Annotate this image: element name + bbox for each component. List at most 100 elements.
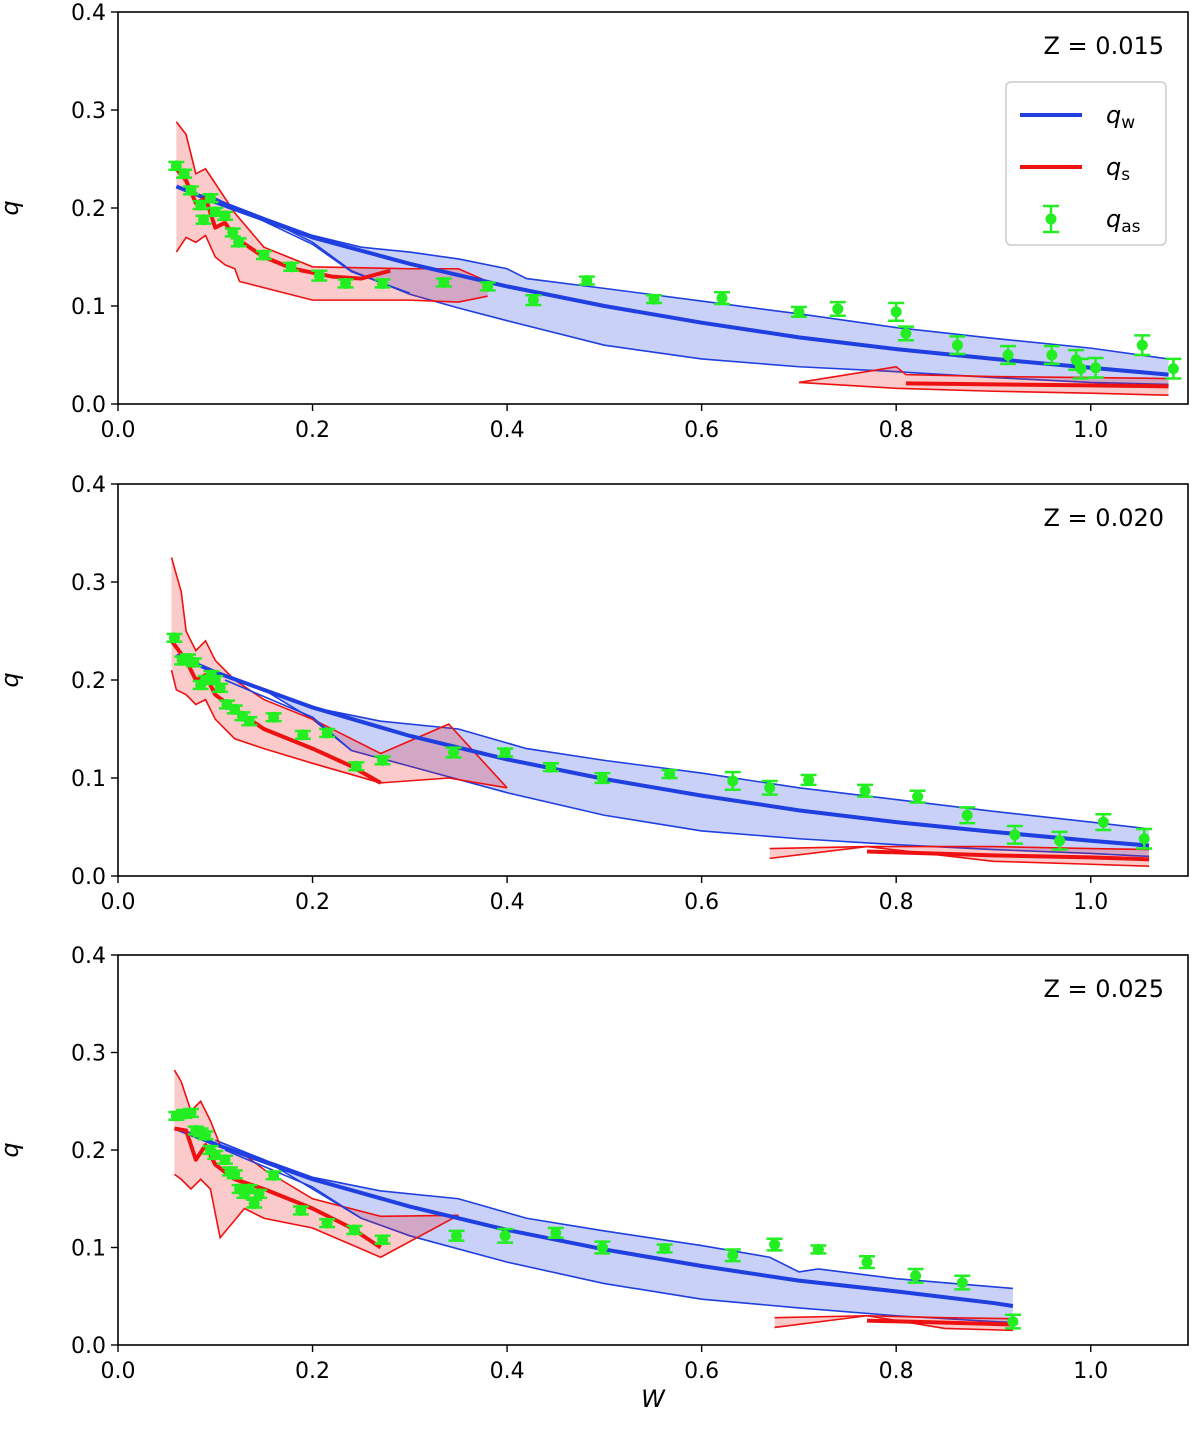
panel-1-series-5-band-upper bbox=[798, 365, 1169, 384]
y-axis-title: q bbox=[0, 1142, 24, 1157]
legend-item-as: qas bbox=[1043, 204, 1141, 237]
y-tick-label: 0.4 bbox=[71, 1, 106, 26]
y-axis-title: q bbox=[0, 200, 24, 215]
panel-2-series-0-band-fill bbox=[225, 675, 1150, 857]
z-annotation: Z = 0.015 bbox=[1043, 32, 1164, 60]
plot-area bbox=[166, 557, 1153, 867]
legend-box bbox=[1005, 81, 1167, 246]
panel-3-series-7-point-16 bbox=[265, 1169, 282, 1181]
panel-3-series-7-point-17 bbox=[292, 1204, 309, 1216]
panel-2-series-7-point-27 bbox=[909, 789, 926, 804]
panel-1-series-7-point-31 bbox=[1134, 334, 1151, 357]
panel-2-series-7-point-22 bbox=[661, 768, 678, 780]
x-tick-label: 0.4 bbox=[490, 1359, 525, 1384]
panel-2-series-7-point-16 bbox=[348, 760, 365, 772]
panel-2-series-7-point-14 bbox=[294, 729, 311, 741]
x-tick-label: 1.0 bbox=[1073, 1359, 1108, 1384]
panel-3-series-1-inner-line bbox=[224, 1149, 362, 1219]
panel-3-series-7-point-15 bbox=[251, 1188, 268, 1200]
panel-1: 0.0 0.2 0.4 0.6 0.8 1.0 0.0 0.1 0.2 0.3 0.4 q Z = 0.… bbox=[0, 1, 1189, 443]
panel-2-series-3-band-upper bbox=[170, 557, 508, 789]
panel-1-series-7-point-25 bbox=[949, 335, 966, 356]
x-axis-title: W bbox=[641, 1385, 666, 1413]
legend-label: qs bbox=[1106, 153, 1130, 185]
panel-1-series-7-point-11 bbox=[283, 261, 300, 273]
panel-1-series-7-point-10 bbox=[255, 249, 272, 261]
panel-2-series-7-point-15 bbox=[319, 727, 336, 739]
panel-2-series-5-band-upper bbox=[769, 845, 1150, 851]
x-tick-label: 0.2 bbox=[295, 1359, 330, 1384]
panel-1-series-7-point-13 bbox=[337, 277, 354, 289]
panel-1-series-7-point-24 bbox=[897, 325, 914, 342]
panel-3-series-7-point-22 bbox=[497, 1227, 514, 1244]
y-tick-label: 0.3 bbox=[71, 99, 106, 124]
panel-2-series-7-point-29 bbox=[1006, 824, 1023, 845]
panel-3-series-7-point-2 bbox=[182, 1107, 199, 1119]
panel-1-series-7-point-8 bbox=[224, 227, 241, 238]
panel-3-series-7-point-19 bbox=[346, 1224, 363, 1236]
legend-label: qw bbox=[1106, 101, 1135, 133]
panel-3-series-7-point-10 bbox=[226, 1168, 243, 1180]
y-tick-label: 0.0 bbox=[71, 1334, 106, 1359]
panel-3-series-7-point-23 bbox=[547, 1226, 564, 1239]
panel-2-series-5-band-lower bbox=[769, 845, 1150, 867]
panel-3-series-7-point-31 bbox=[954, 1274, 971, 1291]
panel-2-series-7-point-28 bbox=[959, 806, 976, 825]
panel-3-series-7-point-29 bbox=[859, 1255, 875, 1270]
x-tick-label: 0.0 bbox=[101, 890, 136, 915]
x-tick-label: 0.2 bbox=[295, 418, 330, 443]
panel-1-series-7-point-2 bbox=[182, 184, 199, 196]
panel-2-series-7-point-3 bbox=[185, 656, 202, 668]
panel-2-series-7-point-26 bbox=[857, 783, 874, 798]
panel-1-series-7-point-1 bbox=[176, 168, 193, 180]
y-tick-label: 0.1 bbox=[71, 1237, 106, 1262]
y-tick-label: 0.4 bbox=[71, 473, 106, 498]
panel-1-series-7-point-26 bbox=[1000, 344, 1017, 366]
panel-1-series-3-band-fill bbox=[176, 121, 488, 303]
panel-2-series-7-point-12 bbox=[241, 715, 258, 727]
panel-2-series-7-point-21 bbox=[594, 771, 611, 785]
panel-2-series-7-point-31 bbox=[1095, 813, 1112, 832]
x-tick-label: 0.6 bbox=[684, 890, 719, 915]
x-tick-label: 0.0 bbox=[101, 1359, 136, 1384]
x-tick-label: 0.4 bbox=[490, 418, 525, 443]
panel-3-series-7-point-21 bbox=[448, 1229, 465, 1242]
legend: qw qs qas bbox=[1005, 81, 1167, 246]
panel-3-series-7-point-14 bbox=[246, 1198, 263, 1210]
panel-1-series-7-point-23 bbox=[888, 301, 905, 322]
panel-1-series-7-point-18 bbox=[578, 275, 595, 287]
panel-2-series-7-point-23 bbox=[724, 770, 741, 792]
panel-3-series-7-point-30 bbox=[907, 1267, 924, 1284]
panel-3-series-0-band-fill bbox=[215, 1140, 1013, 1323]
x-tick-label: 0.6 bbox=[684, 1359, 719, 1384]
y-tick-label: 0.2 bbox=[71, 1139, 106, 1164]
panel-3-series-7-point-5 bbox=[197, 1129, 214, 1141]
panel-2: 0.0 0.2 0.4 0.6 0.8 1.0 0.0 0.1 0.2 0.3 0.4 q Z = 0.… bbox=[0, 473, 1189, 915]
panel-3-series-6-line bbox=[866, 1318, 1013, 1327]
panel-2-series-7-point-32 bbox=[1136, 827, 1153, 850]
panel-3-series-7-point-18 bbox=[319, 1217, 336, 1229]
panel-3-series-7-point-26 bbox=[724, 1248, 741, 1263]
panel-3: 0.0 0.2 0.4 0.6 0.8 1.0 0.0 0.1 0.2 0.3 0.4 q W Z = 0… bbox=[0, 944, 1189, 1413]
panel-1-series-7-point-12 bbox=[311, 269, 328, 282]
panel-1-series-0-band-upper bbox=[205, 194, 1169, 360]
panel-3-series-7-point-8 bbox=[217, 1154, 233, 1166]
y-tick-label: 0.1 bbox=[71, 767, 106, 792]
z-annotation: Z = 0.020 bbox=[1043, 504, 1164, 532]
panel-2-series-7-point-24 bbox=[761, 779, 778, 796]
panel-2-series-7-point-0 bbox=[166, 632, 183, 644]
plot-area bbox=[168, 1069, 1021, 1332]
panel-1-series-7-point-32 bbox=[1165, 357, 1182, 380]
y-tick-label: 0.1 bbox=[71, 295, 106, 320]
panel-2-series-7-point-25 bbox=[800, 773, 817, 787]
panel-1-series-7-point-7 bbox=[217, 210, 233, 222]
panel-1-series-7-point-5 bbox=[202, 192, 219, 204]
y-axis-title: q bbox=[0, 672, 24, 687]
x-tick-label: 1.0 bbox=[1073, 890, 1108, 915]
panel-2-series-7-point-19 bbox=[497, 747, 514, 759]
legend-item-w: qw bbox=[1020, 101, 1135, 133]
z-annotation: Z = 0.025 bbox=[1043, 975, 1164, 1003]
legend-item-s: qs bbox=[1020, 153, 1130, 185]
panel-2-series-7-point-30 bbox=[1051, 830, 1068, 851]
